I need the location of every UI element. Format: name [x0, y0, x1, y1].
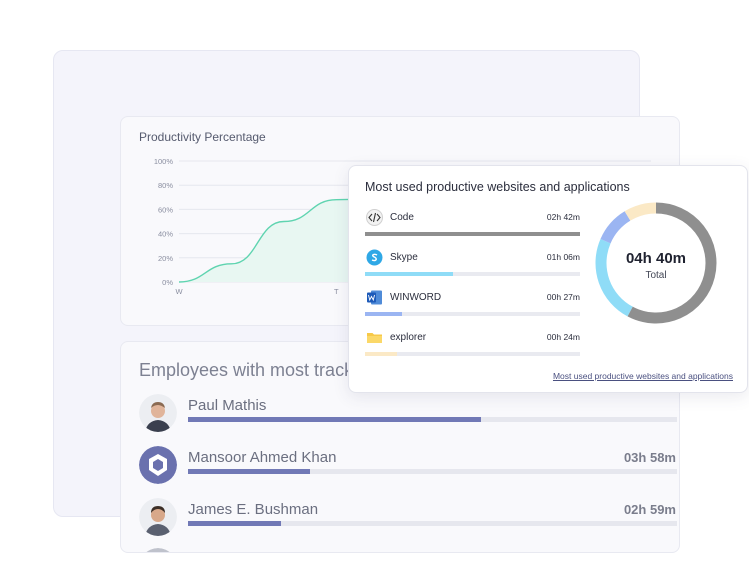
app-progress-fill — [365, 352, 398, 356]
donut-slice-skype — [595, 238, 633, 317]
app-progress-track — [365, 232, 580, 236]
app-name: explorer — [390, 332, 427, 343]
employees-title: Employees with most tracked — [139, 360, 374, 380]
employee-name: Paul Mathis — [188, 397, 267, 414]
app-progress-fill — [365, 312, 402, 316]
avatar — [139, 498, 177, 536]
app-name: Code — [390, 212, 414, 223]
y-tick-label: 80% — [158, 181, 173, 190]
employee-time: 02h 59m — [623, 502, 676, 517]
dashboard-card: Productivity Percentage 100% 80% 60% 40% 20%… — [53, 50, 680, 553]
app-row-code[interactable]: Code 02h 42m — [365, 208, 580, 242]
app-row-winword[interactable]: WINWORD 00h 27m — [365, 288, 580, 322]
app-progress-track — [365, 312, 580, 316]
app-progress-track — [365, 272, 580, 276]
employee-progress-track — [188, 521, 677, 526]
avatar — [139, 394, 177, 432]
apps-card: Most used productive websites and applic… — [348, 165, 748, 393]
app-row-explorer[interactable]: explorer 00h 24m — [365, 328, 580, 362]
app-name: WINWORD — [390, 292, 442, 303]
donut-total-value: 04h 40m — [625, 250, 687, 267]
employee-time: 03h 58m — [623, 450, 676, 465]
employee-name: Mansoor Ahmed Khan — [188, 449, 337, 466]
usage-donut-chart — [595, 202, 717, 324]
app-row-skype[interactable]: Skype 01h 06m — [365, 248, 580, 282]
employee-row[interactable]: Paul Mathis — [139, 394, 679, 438]
donut-slice-winword — [600, 211, 631, 244]
avatar — [139, 446, 177, 484]
x-tick-label: W — [175, 287, 183, 296]
donut-slice-code — [627, 202, 717, 324]
code-icon — [366, 209, 383, 226]
y-tick-label: 40% — [158, 230, 173, 239]
employee-progress-fill — [188, 417, 482, 422]
employee-progress-track — [188, 417, 677, 422]
app-time: 00h 24m — [546, 332, 580, 342]
y-tick-label: 0% — [162, 278, 173, 287]
app-name: Skype — [390, 252, 418, 263]
donut-slice-explorer — [624, 202, 657, 221]
employee-progress-fill — [188, 469, 311, 474]
app-time: 01h 06m — [546, 252, 580, 262]
app-time: 02h 42m — [546, 212, 580, 222]
employee-progress-track — [188, 469, 677, 474]
y-tick-label: 20% — [158, 254, 173, 263]
app-progress-fill — [365, 232, 580, 236]
apps-report-link[interactable]: Most used productive websites and applic… — [552, 371, 733, 381]
donut-total-label: Total — [645, 270, 667, 281]
folder-icon — [366, 329, 383, 346]
employee-row[interactable]: Mansoor Ahmed Khan 03h 58m — [139, 446, 679, 490]
apps-title: Most used productive websites and applic… — [365, 180, 630, 194]
avatar — [139, 548, 177, 552]
employee-row[interactable]: James E. Bushman 02h 59m — [139, 498, 679, 542]
word-icon — [366, 289, 383, 306]
productivity-title: Productivity Percentage — [139, 130, 266, 144]
app-progress-track — [365, 352, 580, 356]
employee-name: James E. Bushman — [188, 501, 319, 518]
app-time: 00h 27m — [546, 292, 580, 302]
app-progress-fill — [365, 272, 454, 276]
x-tick-label: T — [334, 287, 339, 296]
employee-progress-fill — [188, 521, 281, 526]
y-tick-label: 100% — [154, 157, 174, 166]
y-tick-label: 60% — [158, 205, 173, 214]
skype-icon — [366, 249, 383, 266]
